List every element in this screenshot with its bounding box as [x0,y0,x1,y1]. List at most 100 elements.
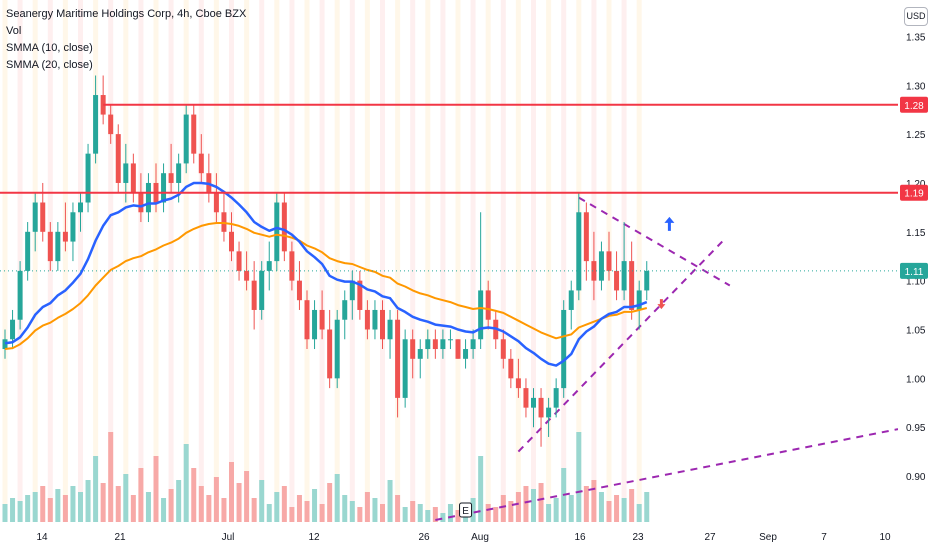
candle-body [342,300,348,320]
candle-body [55,231,61,262]
candle-body [138,192,144,213]
volume-bar [470,498,476,522]
session-background [410,0,416,520]
time-tick-label: Jul [222,532,235,543]
volume-bar [636,504,642,522]
candle-body [538,397,544,418]
candle-body [387,319,393,340]
smma10-indicator-label[interactable]: SMMA (10, close) [6,42,93,54]
candle-body [644,270,650,291]
candle-body [327,329,333,379]
volume-bar [455,510,461,522]
session-background [153,0,159,520]
volume-bar [583,486,589,522]
volume-bar [432,507,438,522]
candle-body [47,231,53,262]
smma20-indicator-label[interactable]: SMMA (20, close) [6,59,93,71]
candle-body [296,280,302,301]
volume-bar [47,498,53,522]
candle-body [70,212,76,242]
volume-bar [478,456,484,522]
candle-body [583,212,589,262]
volume-bar [206,495,212,522]
price-label-text: 1.11 [905,267,924,278]
candle-body [357,280,363,310]
symbol-title[interactable]: Seanergy Maritime Holdings Corp, 4h, Cbo… [6,8,247,20]
volume-bar [576,432,582,522]
candle-body [319,309,325,330]
candle-body [515,378,521,389]
volume-bar [531,489,536,522]
candle-body [417,349,423,359]
volume-bar [591,480,597,522]
time-tick-label: 10 [879,532,891,543]
price-label-badge [900,96,928,113]
price-tick-label: 0.95 [906,423,926,434]
candle-body [17,270,23,320]
time-tick-label: Aug [471,532,489,543]
volume-bar [17,501,23,522]
session-background [198,0,204,520]
session-background [168,0,174,520]
candle-body [349,280,355,301]
session-background [78,0,83,520]
currency-button[interactable]: USD [904,7,928,26]
session-background [440,0,446,520]
earnings-marker-icon [459,502,473,518]
time-tick-label: 16 [574,532,586,543]
session-background [259,0,265,520]
candle-body [591,261,597,281]
candle-body [478,290,484,340]
session-background [515,0,521,520]
price-label-badge [900,184,928,201]
volume-bar [100,483,106,522]
volume-bar [598,492,604,522]
candle-body [32,202,38,232]
volume-indicator-label[interactable]: Vol [6,25,22,37]
session-background [425,0,431,520]
session-background [123,0,129,520]
volume-bar [281,486,287,522]
price-tick-label: 1.05 [906,326,926,337]
volume-bar [425,510,431,522]
session-background [93,0,99,520]
candle-body [312,309,318,340]
candle-body [123,163,129,183]
volume-bar [123,474,129,522]
session-background [531,0,536,520]
volume-bar [244,471,250,522]
candle-body [289,251,295,281]
volume-bar [508,501,514,522]
volume-bar [538,483,544,522]
candle-body [115,134,121,183]
volume-bar [606,501,612,522]
candle-body [485,290,491,320]
price-tick-label: 1.10 [906,277,926,288]
session-background [636,0,642,520]
volume-bar [229,462,234,522]
session-background [138,0,144,520]
candle-body [191,114,197,154]
long-support-trendline [435,428,899,521]
volume-bar [327,483,333,522]
volume-bar [523,486,529,522]
candle-body [395,319,401,398]
volume-bar [553,498,559,522]
down-arrow-icon [657,299,666,310]
candle-body [334,319,340,379]
candle-body [598,251,604,281]
candle-body [629,261,635,310]
session-background [349,0,355,520]
candle-body [145,182,151,213]
session-background [395,0,401,520]
session-background [304,0,310,520]
volume-bar [395,495,401,522]
volume-bar [85,480,91,522]
volume-bar [614,495,620,522]
candle-body [402,339,408,398]
volume-bar [2,504,8,522]
candle-body [2,339,8,350]
price-tick-label: 1.25 [906,130,926,141]
volume-bar [108,432,114,522]
